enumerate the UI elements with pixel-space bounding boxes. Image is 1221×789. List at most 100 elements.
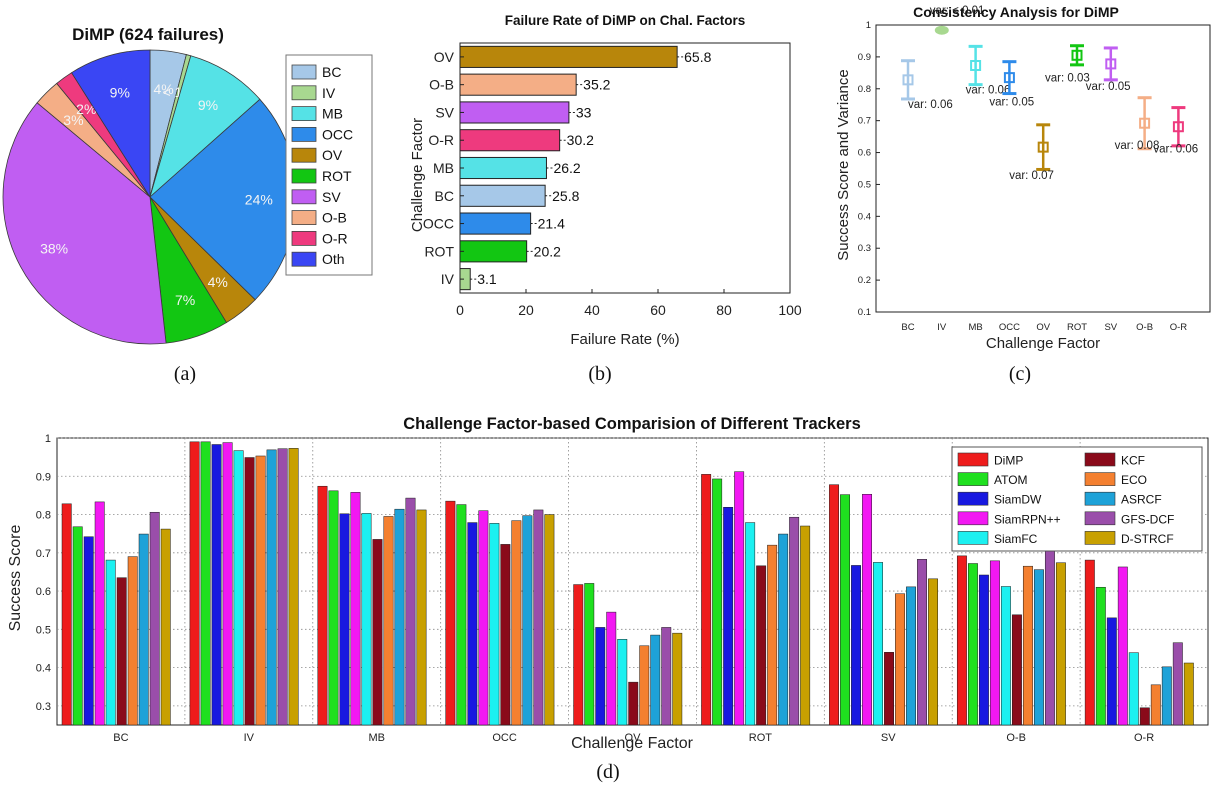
comparison-bar-dimp-rot xyxy=(701,474,712,726)
panel-label-a: (a) xyxy=(174,363,196,385)
pie-legend-swatch-iv xyxy=(291,85,317,101)
comparison-bar-gfs-dcf-o-r xyxy=(1172,642,1183,726)
pie-legend-swatch-ov xyxy=(291,147,317,163)
comparison-ytick-label: 0.4 xyxy=(36,663,51,675)
pie-legend-swatch-bc xyxy=(291,64,317,80)
comparison-bar-eco-bc xyxy=(127,556,138,726)
consistency-marker-o-r xyxy=(1172,121,1184,133)
comparison-bar-gfs-dcf-occ xyxy=(533,509,544,726)
consistency-title: Consistency Analysis for DiMP xyxy=(913,4,1119,20)
tracker-comparison-panel: Challenge Factor-based Comparision of Di… xyxy=(7,415,1209,783)
consistency-ytick-label: 0.9 xyxy=(858,52,871,63)
pie-slice-oth xyxy=(71,49,151,199)
comparison-bar-kcf-occ xyxy=(500,544,511,726)
failure-rate-xtick-label: 60 xyxy=(650,302,666,318)
comparison-legend-swatch-asrcf xyxy=(1084,491,1116,506)
comparison-bar-d-strcf-rot xyxy=(800,525,811,726)
consistency-xlabel: Challenge Factor xyxy=(986,335,1100,352)
pie-title: DiMP (624 failures) xyxy=(72,25,224,44)
failure-rate-value-o-r: 30.2 xyxy=(567,132,594,148)
comparison-bar-atom-rot xyxy=(712,478,723,726)
comparison-category-o-r: O-R xyxy=(1134,732,1154,744)
comparison-ytick-label: 0.5 xyxy=(36,624,51,636)
consistency-annotation-rot: var: 0.03 xyxy=(1045,72,1090,84)
comparison-legend: DiMP ATOM SiamDW SiamRPN++ SiamFC KCF ECO ASRCF… xyxy=(951,446,1203,552)
comparison-bar-kcf-bc xyxy=(116,577,127,726)
pie-legend-swatch-o-r xyxy=(291,230,317,246)
failure-rate-bar-bc xyxy=(459,184,546,207)
failure-rate-category-ov: OV xyxy=(434,49,455,65)
comparison-bar-siamdw-occ xyxy=(467,522,478,726)
failure-rate-panel: Failure Rate of DiMP on Chal. Factors 0 2… xyxy=(409,13,802,385)
comparison-bar-d-strcf-o-b xyxy=(1055,562,1066,726)
comparison-legend-swatch-gfs-dcf xyxy=(1084,511,1116,526)
comparison-bar-dimp-mb xyxy=(317,485,328,726)
consistency-marker-sv xyxy=(1105,58,1117,70)
consistency-ytick-label: 0.1 xyxy=(858,307,871,318)
comparison-bar-eco-o-b xyxy=(1022,565,1033,726)
comparison-legend-label-d-strcf: D-STRCF xyxy=(1121,532,1174,546)
comparison-bar-d-strcf-mb xyxy=(416,509,427,726)
consistency-annotation-o-b: var: 0.08 xyxy=(1115,140,1160,152)
failure-rate-category-bc: BC xyxy=(435,188,454,204)
consistency-annotation-occ: var: 0.05 xyxy=(989,97,1034,109)
failure-rate-xtick-label: 0 xyxy=(456,302,464,318)
consistency-annotation-ov: var: 0.07 xyxy=(1009,170,1054,182)
comparison-bar-siamdw-bc xyxy=(83,536,94,726)
comparison-bar-gfs-dcf-sv xyxy=(917,559,927,726)
consistency-panel: Consistency Analysis for DiMP 0.10.20.30… xyxy=(835,4,1211,385)
comparison-bar-kcf-o-r xyxy=(1139,707,1150,726)
consistency-marker-iv xyxy=(934,25,949,35)
comparison-category-o-b: O-B xyxy=(1006,732,1026,744)
failure-rate-value-occ: 21.4 xyxy=(538,216,565,232)
comparison-bar-siamrpnplusplus-rot xyxy=(734,471,745,726)
pie-chart-panel: DiMP (624 failures) 4%< 1%9%24%4%7%38%3%… xyxy=(2,25,373,385)
pie-legend-label-mb: MB xyxy=(322,106,343,122)
pie-legend-swatch-mb xyxy=(291,106,317,121)
comparison-bar-siamdw-rot xyxy=(723,507,734,726)
pie-legend-label-sv: SV xyxy=(322,189,341,205)
consistency-plot: 0.1 0.2 0.3 0.4 0.5 0.6 0.7 0.8 0.9 1 BC var: 0.06 I… xyxy=(858,5,1211,333)
failure-rate-bar-ov xyxy=(459,45,678,68)
comparison-bar-siamrpnplusplus-sv xyxy=(862,494,872,726)
consistency-marker-rot xyxy=(1071,49,1083,61)
failure-rate-value-iv: 3.1 xyxy=(477,271,497,287)
pie-slice-label-o-r: 2% xyxy=(76,101,96,117)
comparison-legend-label-siamrpnplusplus: SiamRPN++ xyxy=(994,512,1061,526)
comparison-bar-eco-o-r xyxy=(1150,684,1161,726)
pie-legend-label-iv: IV xyxy=(322,85,336,101)
comparison-bar-dimp-o-b xyxy=(956,555,967,726)
comparison-bar-siamrpnplusplus-ov xyxy=(606,611,617,726)
comparison-bar-asrcf-o-b xyxy=(1033,569,1044,726)
comparison-ytick-label: 0.7 xyxy=(36,548,51,560)
pie-legend-label-occ: OCC xyxy=(322,126,353,142)
comparison-bar-gfs-dcf-mb xyxy=(405,497,416,726)
comparison-legend-swatch-d-strcf xyxy=(1084,531,1116,545)
comparison-bar-eco-mb xyxy=(383,516,394,726)
pie-legend-swatch-oth xyxy=(291,251,317,267)
failure-rate-xlabel: Failure Rate (%) xyxy=(570,331,679,348)
pie-legend-label-rot: ROT xyxy=(322,168,352,184)
consistency-category-ov: OV xyxy=(1036,322,1050,333)
comparison-bar-eco-ov xyxy=(639,645,650,726)
comparison-bar-gfs-dcf-rot xyxy=(789,516,800,726)
comparison-legend-label-siamfc: SiamFC xyxy=(994,532,1038,546)
comparison-bar-dimp-o-r xyxy=(1084,559,1095,726)
pie-slice-label-o-b: 3% xyxy=(63,112,83,128)
comparison-legend-swatch-kcf xyxy=(1084,452,1116,467)
comparison-bar-siamfc-ov xyxy=(617,639,628,726)
panel-label-d: (d) xyxy=(596,761,619,783)
pie-legend-label-o-r: O-R xyxy=(322,230,348,246)
comparison-bar-siamfc-mb xyxy=(361,513,372,726)
failure-rate-category-sv: SV xyxy=(435,104,454,120)
consistency-annotation-mb: var: 0.06 xyxy=(966,84,1011,96)
failure-rate-bar-rot xyxy=(459,240,528,263)
pie-slice-label-rot: 7% xyxy=(175,292,195,308)
consistency-category-occ: OCC xyxy=(999,322,1020,333)
comparison-bar-siamdw-iv xyxy=(211,444,222,726)
comparison-bar-asrcf-occ xyxy=(522,515,533,726)
consistency-ytick-label: 0.8 xyxy=(858,84,871,95)
comparison-bar-gfs-dcf-ov xyxy=(661,627,672,726)
comparison-bar-dimp-iv xyxy=(189,441,200,726)
failure-rate-bar-o-b xyxy=(459,73,577,96)
